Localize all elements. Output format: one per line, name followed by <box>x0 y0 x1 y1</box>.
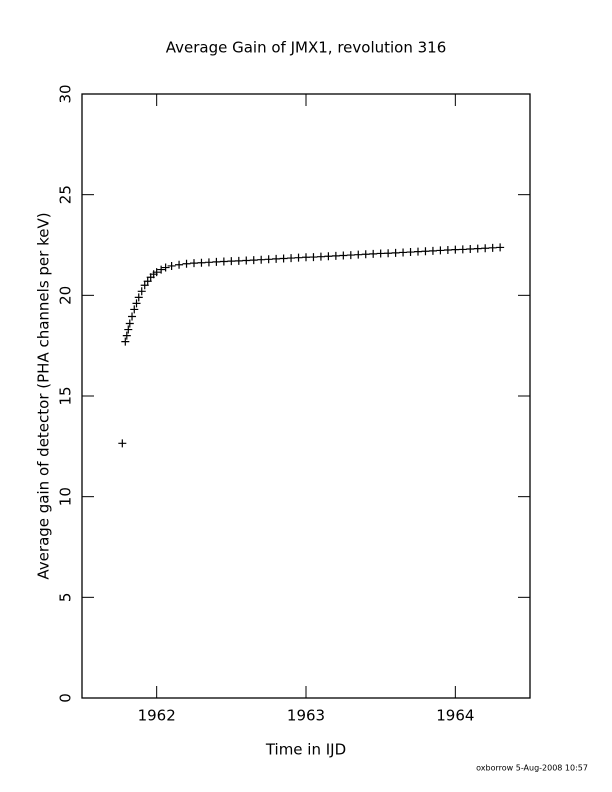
y-tick-label: 10 <box>57 487 75 506</box>
point <box>197 258 206 267</box>
point <box>167 261 176 270</box>
y-tick-label: 25 <box>57 185 75 204</box>
point <box>443 246 452 255</box>
x-tick-label: 1963 <box>287 707 325 725</box>
point <box>287 254 296 263</box>
point <box>182 259 191 268</box>
point <box>234 256 243 265</box>
point <box>436 246 445 255</box>
point <box>496 243 505 252</box>
x-tick-label: 1964 <box>436 707 474 725</box>
chart-title: Average Gain of JMX1, revolution 316 <box>166 39 447 57</box>
point <box>324 252 333 261</box>
point <box>473 244 482 253</box>
point <box>118 439 127 448</box>
point <box>354 250 363 259</box>
point <box>458 245 467 254</box>
point <box>190 259 198 268</box>
point <box>279 254 288 263</box>
point <box>212 257 221 266</box>
point <box>391 248 400 257</box>
x-tick-label: 1962 <box>138 707 176 725</box>
point <box>175 260 184 269</box>
point <box>316 252 325 261</box>
x-axis-label: Time in IJD <box>265 741 346 759</box>
point <box>134 293 143 302</box>
point <box>414 247 422 256</box>
plot-frame <box>81 93 531 699</box>
y-tick-label: 30 <box>57 84 75 103</box>
point <box>140 281 149 290</box>
point <box>346 251 355 260</box>
point <box>421 247 430 256</box>
point <box>257 255 266 264</box>
point <box>128 312 137 321</box>
point <box>466 245 475 254</box>
point <box>137 287 146 296</box>
point <box>384 249 393 258</box>
point <box>124 325 133 334</box>
point <box>219 257 228 266</box>
point <box>157 265 166 274</box>
y-tick-label: 0 <box>57 693 75 703</box>
point <box>130 305 139 314</box>
point <box>294 253 303 262</box>
point <box>132 299 141 308</box>
point <box>122 331 131 340</box>
point <box>125 319 134 328</box>
point <box>406 248 415 257</box>
point <box>376 249 385 258</box>
point <box>227 257 236 266</box>
point <box>481 244 490 253</box>
y-tick-label: 20 <box>57 286 75 305</box>
point <box>121 337 130 346</box>
point <box>204 258 213 267</box>
point <box>302 253 310 262</box>
point <box>488 243 497 252</box>
point <box>361 250 370 259</box>
point <box>451 245 460 254</box>
y-tick-label: 15 <box>57 386 75 405</box>
point <box>264 255 273 264</box>
point <box>249 256 258 265</box>
point <box>331 251 340 260</box>
point <box>143 277 152 286</box>
point <box>428 246 437 255</box>
point <box>399 248 408 257</box>
y-axis-label: Average gain of detector (PHA channels p… <box>35 212 53 579</box>
point <box>152 268 161 277</box>
point <box>339 251 348 260</box>
point <box>161 263 170 272</box>
point <box>242 256 251 265</box>
point <box>369 249 378 258</box>
point <box>272 254 281 263</box>
y-tick-label: 5 <box>57 593 75 603</box>
footer: oxborrow 5-Aug-2008 10:57 <box>476 764 588 773</box>
point <box>309 253 318 262</box>
